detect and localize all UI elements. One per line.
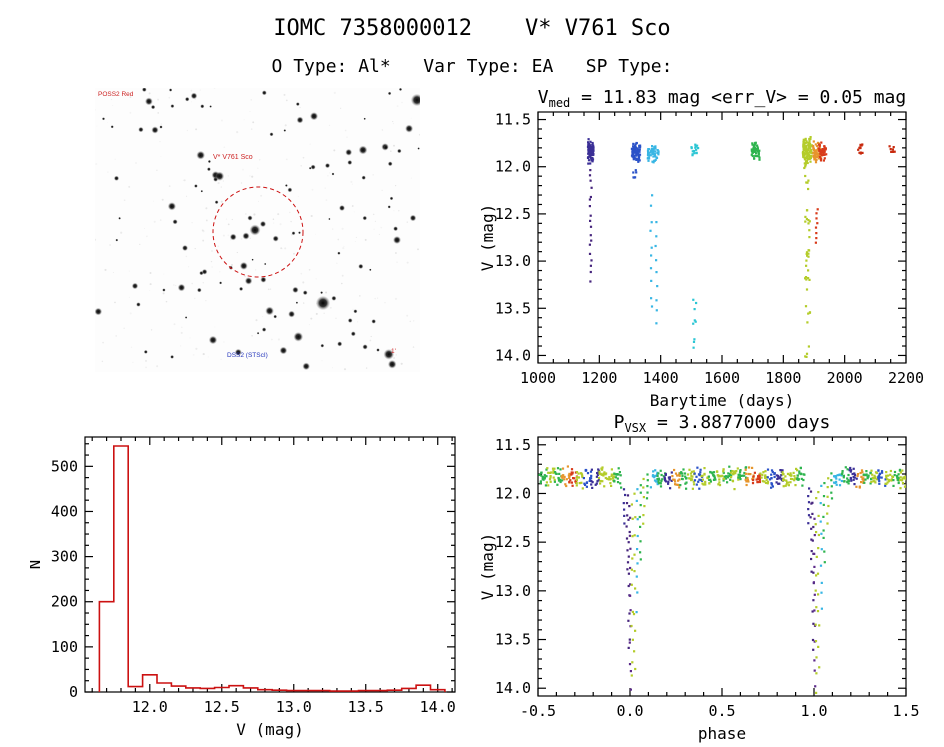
svg-text:14.0: 14.0 — [420, 698, 456, 716]
svg-text:12.5: 12.5 — [495, 205, 531, 223]
svg-text:1000: 1000 — [520, 369, 556, 387]
svg-text:0.5: 0.5 — [708, 702, 735, 720]
svg-text:13.5: 13.5 — [495, 299, 531, 317]
svg-text:V (mag): V (mag) — [236, 720, 303, 739]
svg-text:0.0: 0.0 — [616, 702, 643, 720]
svg-text:12.0: 12.0 — [132, 698, 168, 716]
svg-text:2200: 2200 — [888, 369, 924, 387]
starfield-annotation-top-left: POSS2 Red — [98, 91, 134, 98]
svg-text:100: 100 — [51, 638, 78, 656]
svg-text:11.5: 11.5 — [495, 111, 531, 129]
page-title: IOMC 7358000012 V* V761 Sco — [273, 16, 671, 41]
svg-text:1200: 1200 — [581, 369, 617, 387]
svg-text:11.5: 11.5 — [495, 436, 531, 454]
svg-text:PVSX = 3.8877000 days: PVSX = 3.8877000 days — [614, 412, 831, 435]
svg-text:1400: 1400 — [643, 369, 679, 387]
starfield-scale-label: 1' — [391, 348, 396, 355]
svg-text:Barytime (days): Barytime (days) — [650, 391, 795, 410]
svg-text:12.0: 12.0 — [495, 484, 531, 502]
svg-text:14.0: 14.0 — [495, 346, 531, 364]
svg-text:12.0: 12.0 — [495, 158, 531, 176]
starfield-target-label: V* V761 Sco — [213, 154, 253, 161]
svg-text:1.0: 1.0 — [800, 702, 827, 720]
finding-chart-image: POSS2 Red V* V761 Sco DSS2 (STScI) 1' — [95, 88, 420, 372]
svg-text:12.5: 12.5 — [204, 698, 240, 716]
svg-text:phase: phase — [698, 724, 746, 743]
svg-text:300: 300 — [51, 548, 78, 566]
svg-text:14.0: 14.0 — [495, 679, 531, 697]
svg-text:1600: 1600 — [704, 369, 740, 387]
svg-text:13.0: 13.0 — [276, 698, 312, 716]
svg-text:V (mag): V (mag) — [478, 533, 497, 600]
svg-text:12.5: 12.5 — [495, 533, 531, 551]
svg-text:400: 400 — [51, 502, 78, 520]
svg-text:V (mag): V (mag) — [478, 204, 497, 271]
lightcurve-vs-barytime-plot: 1000 1200 1400 1600 1800 2000 2200 11.5 12.0 12.5… — [478, 87, 924, 410]
svg-text:500: 500 — [51, 457, 78, 475]
svg-text:2000: 2000 — [827, 369, 863, 387]
svg-text:-0.5: -0.5 — [520, 702, 556, 720]
svg-text:N: N — [30, 560, 44, 570]
svg-text:13.5: 13.5 — [495, 631, 531, 649]
svg-text:0: 0 — [69, 683, 78, 701]
svg-text:13.0: 13.0 — [495, 252, 531, 270]
starfield-annotation-bottom: DSS2 (STScI) — [227, 352, 268, 359]
svg-text:1800: 1800 — [765, 369, 801, 387]
svg-text:200: 200 — [51, 593, 78, 611]
phase-folded-lightcurve-plot: -0.5 0.0 0.5 1.0 1.5 11.5 12.0 12.5 13.0 13.5 14.0… — [478, 412, 920, 743]
magnitude-histogram-plot: 12.0 12.5 13.0 13.5 14.0 0 100 200 300 400 500 V (m… — [30, 436, 456, 739]
svg-text:1.5: 1.5 — [892, 702, 919, 720]
star-field-image — [95, 88, 420, 371]
svg-text:Vmed = 11.83 mag <err_V> = 0.0: Vmed = 11.83 mag <err_V> = 0.05 mag — [538, 87, 906, 110]
svg-text:13.5: 13.5 — [348, 698, 384, 716]
svg-text:13.0: 13.0 — [495, 582, 531, 600]
page-subtitle: O Type: Al* Var Type: EA SP Type: — [271, 56, 673, 77]
